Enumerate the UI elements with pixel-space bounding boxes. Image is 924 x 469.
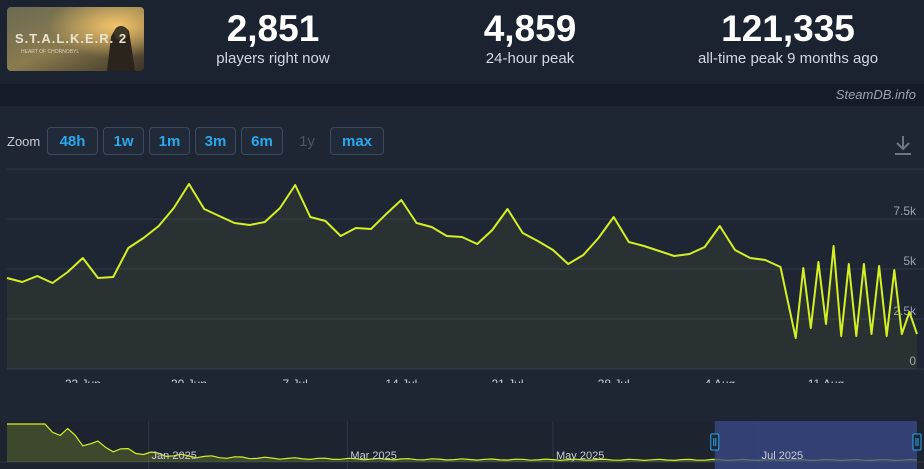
- x-tick-label: 23 Jun: [65, 377, 101, 383]
- divider-stripe: [0, 84, 924, 106]
- x-tick-label: 7 Jul: [282, 377, 307, 383]
- zoom-1m-button[interactable]: 1m: [149, 127, 190, 155]
- y-tick-label: 7.5k: [893, 204, 917, 218]
- y-tick-label: 0: [909, 354, 916, 368]
- stat-all-time-peak: 121,335 all-time peak 9 months ago: [680, 8, 896, 68]
- game-thumbnail[interactable]: S.T.A.L.K.E.R. 2 HEART OF CHORNOBYL: [7, 7, 144, 71]
- zoom-1w-button[interactable]: 1w: [103, 127, 144, 155]
- current-players-value: 2,851: [226, 8, 320, 49]
- x-tick-label: 4 Aug: [704, 377, 735, 383]
- navigator-label: Mar 2025: [350, 450, 396, 462]
- thumbnail-title: S.T.A.L.K.E.R. 2: [15, 31, 127, 46]
- x-tick-label: 21 Jul: [491, 377, 523, 383]
- zoom-1y-button: 1y: [299, 132, 315, 150]
- series-area: [7, 184, 917, 369]
- range-navigator[interactable]: Jan 2025 Mar 2025 May 2025 Jul 2025: [0, 421, 924, 469]
- navigator-label: Jul 2025: [762, 450, 804, 462]
- thumbnail-subtitle: HEART OF CHORNOBYL: [21, 49, 79, 55]
- y-tick-label: 5k: [903, 254, 917, 268]
- navigator-labels: Jan 2025 Mar 2025 May 2025 Jul 2025: [152, 450, 804, 462]
- zoom-3m-button[interactable]: 3m: [195, 127, 236, 155]
- all-time-peak-value: 121,335: [721, 8, 855, 49]
- zoom-max-button[interactable]: max: [330, 127, 384, 155]
- navigator-handle: [710, 433, 720, 451]
- x-tick-label: 28 Jul: [598, 377, 630, 383]
- peak-24h-label: 24-hour peak: [485, 50, 575, 67]
- series-line: [6, 183, 918, 339]
- navigator-handle: [912, 433, 922, 451]
- chart-credit[interactable]: SteamDB.info: [835, 87, 916, 102]
- navigator-selection: [714, 421, 917, 469]
- stat-current-players: 2,851 players right now: [190, 8, 356, 68]
- x-tick-label: 11 Aug: [808, 377, 844, 383]
- navigator-label: Jan 2025: [152, 450, 197, 462]
- peak-24h-value: 4,859: [483, 8, 577, 49]
- x-tick-label: 14 Jul: [385, 377, 417, 383]
- zoom-6m-button[interactable]: 6m: [241, 127, 283, 155]
- chart-panel: [0, 106, 924, 469]
- x-axis-ticks: 23 Jun 30 Jun 7 Jul 14 Jul 21 Jul 28 Jul 4 Aug…: [65, 377, 844, 383]
- zoom-label: Zoom: [7, 134, 41, 149]
- zoom-48h-button[interactable]: 48h: [47, 127, 98, 155]
- all-time-peak-label: all-time peak 9 months ago: [697, 50, 879, 67]
- stats-header: S.T.A.L.K.E.R. 2 HEART OF CHORNOBYL 2,85…: [0, 0, 924, 84]
- navigator-label: May 2025: [556, 450, 604, 462]
- chart-grid: [7, 168, 924, 370]
- download-icon[interactable]: [893, 134, 913, 156]
- navigator-handles: [710, 433, 922, 451]
- x-tick-label: 30 Jun: [171, 377, 207, 383]
- current-players-label: players right now: [216, 50, 330, 67]
- stat-24h-peak: 4,859 24-hour peak: [445, 8, 615, 68]
- game-thumbnail-art: S.T.A.L.K.E.R. 2 HEART OF CHORNOBYL: [7, 7, 144, 71]
- navigator-area: [7, 424, 917, 462]
